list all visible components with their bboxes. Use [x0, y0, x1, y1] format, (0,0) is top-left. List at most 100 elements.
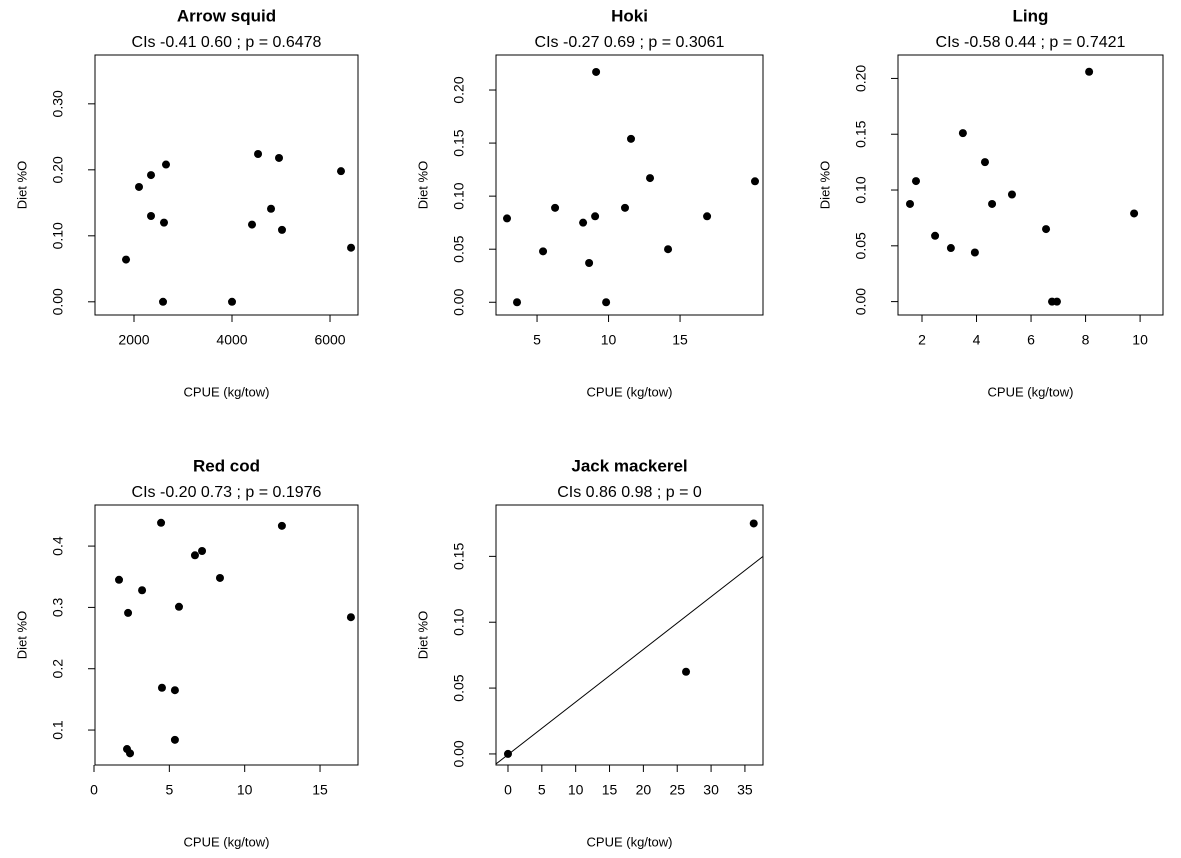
x-axis-label: CPUE (kg/tow) [587, 384, 673, 399]
y-tick-label: 0.00 [853, 288, 869, 315]
x-tick-label: 15 [672, 332, 688, 348]
x-tick-label: 30 [703, 782, 719, 798]
y-tick-label: 0.00 [451, 740, 467, 767]
point [958, 129, 967, 138]
y-tick-label: 0.05 [853, 232, 869, 259]
point [592, 67, 601, 76]
point [170, 735, 179, 744]
y-tick-label: 0.10 [50, 222, 66, 249]
point [122, 255, 131, 264]
x-tick-label: 10 [568, 782, 584, 798]
x-tick-label: 15 [602, 782, 618, 798]
x-tick-label: 5 [533, 332, 541, 348]
point [1052, 297, 1061, 306]
plot-box [495, 504, 764, 766]
y-tick-label: 0.05 [451, 235, 467, 262]
y-tick-label: 0.30 [50, 90, 66, 117]
x-tick-label: 5 [538, 782, 546, 798]
panel-title: Hoki [611, 6, 648, 25]
x-tick-label: 10 [1132, 332, 1148, 348]
point [198, 546, 207, 555]
point [138, 586, 147, 595]
point [275, 153, 284, 162]
x-tick-label: 6000 [314, 332, 345, 348]
point [126, 749, 135, 758]
x-tick-label: 15 [312, 782, 328, 798]
point [346, 613, 355, 622]
y-tick-label: 0.10 [451, 182, 467, 209]
point [124, 608, 133, 617]
x-tick-label: 10 [601, 332, 617, 348]
x-axis-label: CPUE (kg/tow) [988, 384, 1074, 399]
x-tick-label: 2000 [118, 332, 149, 348]
point [503, 214, 512, 223]
y-tick-label: 0.2 [50, 659, 66, 679]
y-tick-label: 0.15 [853, 120, 869, 147]
plot-box [94, 54, 359, 316]
point [602, 298, 611, 307]
plot-box [94, 504, 359, 766]
point [162, 160, 171, 169]
x-tick-label: 8 [1082, 332, 1090, 348]
y-tick-label: 0.20 [853, 65, 869, 92]
y-tick-label: 0.10 [451, 608, 467, 635]
y-tick-label: 0.15 [451, 543, 467, 570]
panel-subtitle: CIs -0.58 0.44 ; p = 0.7421 [936, 34, 1126, 51]
point [503, 749, 512, 758]
x-tick-label: 5 [165, 782, 173, 798]
panel-subtitle: CIs -0.20 0.73 ; p = 0.1976 [132, 484, 322, 501]
point [215, 573, 224, 582]
y-tick-label: 0.05 [451, 674, 467, 701]
point [646, 174, 655, 183]
point [147, 171, 156, 180]
x-tick-label: 0 [504, 782, 512, 798]
y-tick-label: 0.20 [50, 156, 66, 183]
x-tick-label: 10 [237, 782, 253, 798]
plot-box [495, 54, 764, 316]
plot-box [897, 54, 1164, 316]
panel-title: Red cod [193, 456, 260, 475]
y-tick-label: 0.1 [50, 720, 66, 740]
y-axis-label: Diet %O [14, 161, 29, 209]
point [946, 244, 955, 253]
point [703, 212, 712, 221]
point [159, 297, 168, 306]
y-axis-label: Diet %O [14, 611, 29, 659]
y-tick-label: 0.4 [50, 536, 66, 556]
point [551, 203, 560, 212]
point [911, 177, 920, 186]
y-axis-label: Diet %O [817, 161, 832, 209]
point [135, 182, 144, 191]
y-tick-label: 0.3 [50, 597, 66, 617]
y-axis-label: Diet %O [415, 161, 430, 209]
point [336, 167, 345, 176]
point [347, 243, 356, 252]
point [159, 218, 168, 227]
y-tick-label: 0.10 [853, 176, 869, 203]
point [248, 220, 257, 229]
x-tick-label: 25 [669, 782, 685, 798]
point [750, 177, 759, 186]
point [228, 297, 237, 306]
point [931, 231, 940, 240]
panel-subtitle: CIs -0.41 0.60 ; p = 0.6478 [132, 34, 322, 51]
y-axis-label: Diet %O [415, 611, 430, 659]
point [682, 667, 691, 676]
y-tick-label: 0.00 [50, 288, 66, 315]
point [749, 519, 758, 528]
x-tick-label: 4000 [216, 332, 247, 348]
x-tick-label: 6 [1027, 332, 1035, 348]
point [254, 149, 263, 158]
x-tick-label: 2 [918, 332, 926, 348]
x-axis-label: CPUE (kg/tow) [587, 834, 673, 849]
point [620, 203, 629, 212]
x-tick-label: 4 [973, 332, 981, 348]
point [1130, 209, 1139, 218]
point [980, 158, 989, 167]
y-tick-label: 0.20 [451, 76, 467, 103]
y-tick-label: 0.00 [451, 288, 467, 315]
point [267, 204, 276, 213]
panel-title: Ling [1013, 6, 1049, 25]
point [190, 551, 199, 560]
